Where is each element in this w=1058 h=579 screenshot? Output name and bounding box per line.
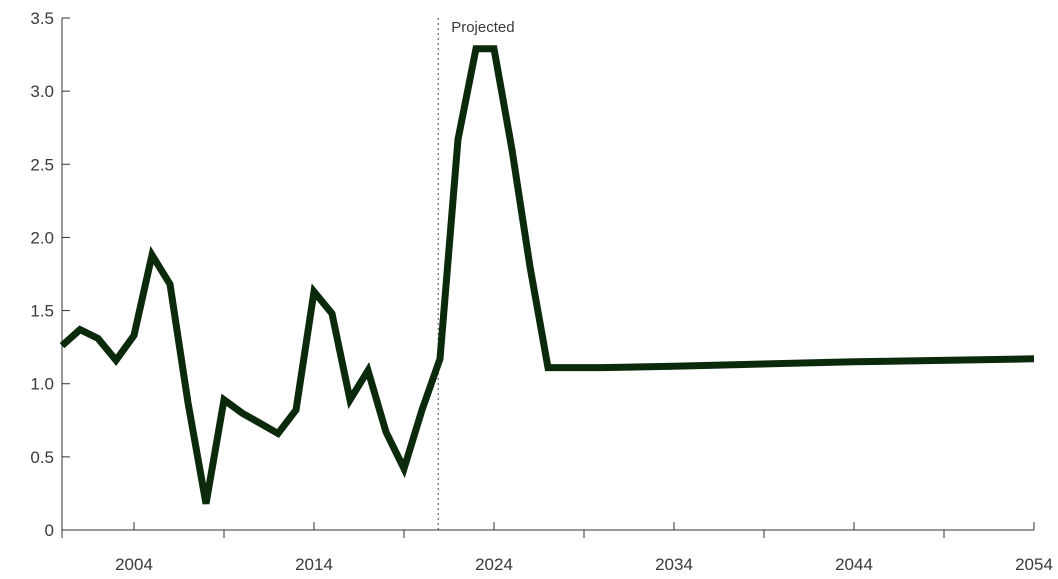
series-line <box>59 45 1035 505</box>
y-tick-label: 0.5 <box>30 448 54 467</box>
x-axis: 2004 2014 2024 2034 2044 2054 <box>61 522 1053 574</box>
x-tick-label: 2004 <box>115 555 153 574</box>
y-tick-label: 0 <box>45 521 54 540</box>
x-tick-label: 2044 <box>835 555 873 574</box>
x-tick-label: 2054 <box>1015 555 1053 574</box>
y-tick-label: 2.5 <box>30 155 54 174</box>
y-tick-label: 3.5 <box>30 9 54 28</box>
y-tick-label: 1.0 <box>30 375 54 394</box>
y-axis <box>61 17 70 531</box>
x-tick-label: 2024 <box>475 555 513 574</box>
y-tick-label: 2.0 <box>30 228 54 247</box>
projected-label: Projected <box>451 19 514 36</box>
y-tick-label: 3.0 <box>30 82 54 101</box>
y-tick-label: 1.5 <box>30 302 54 321</box>
x-tick-label: 2014 <box>295 555 333 574</box>
y-axis-tick-labels: 0 0.5 1.0 1.5 2.0 2.5 3.0 3.5 <box>30 9 54 540</box>
projection-marker: Projected <box>437 18 515 530</box>
x-tick-label: 2034 <box>655 555 693 574</box>
series-layer <box>59 45 1035 505</box>
